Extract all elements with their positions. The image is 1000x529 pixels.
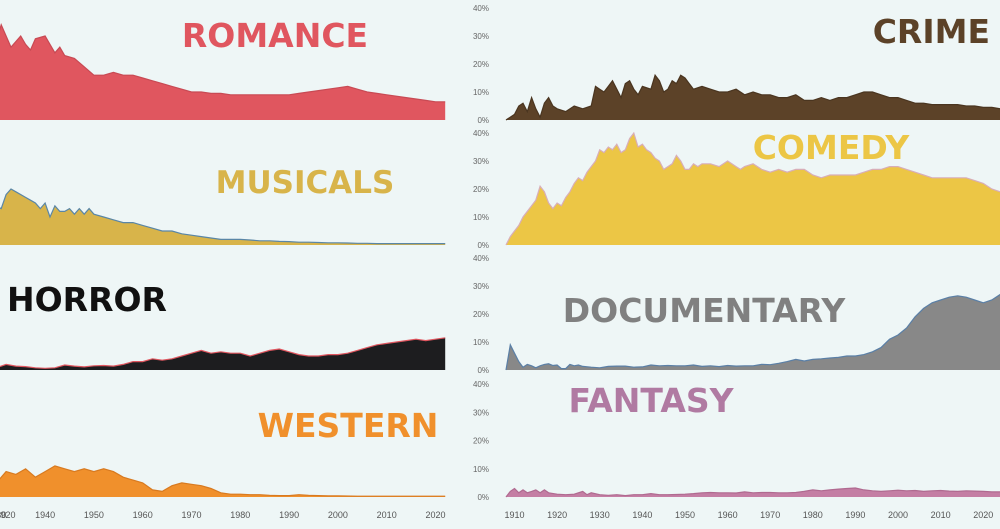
- musicals-title: MUSICALS: [216, 165, 395, 201]
- x-tick-label-left: 2020: [425, 510, 445, 520]
- fantasy-y-axis: 40% 30% 20% 10% 0%: [473, 380, 489, 502]
- documentary-area: [506, 294, 1000, 370]
- y-tick-label: 0%: [477, 366, 489, 375]
- comedy-title: COMEDY: [753, 128, 911, 167]
- panel-horror: [0, 337, 446, 370]
- x-tick-label-right: 2020: [973, 510, 993, 520]
- comedy-y-axis: 40% 30% 20% 10% 0%: [473, 129, 489, 250]
- x-tick-label-right: 1940: [632, 510, 652, 520]
- x-tick-label-right: 1970: [760, 510, 780, 520]
- y-tick-label: 0%: [477, 116, 489, 125]
- crime-area: [506, 75, 1000, 120]
- fantasy-line: [505, 487, 1000, 498]
- x-tick-label-left: 2000: [328, 510, 348, 520]
- x-tick-label-right: 2010: [931, 510, 951, 520]
- documentary-title: DOCUMENTARY: [563, 291, 847, 330]
- documentary-line: [505, 293, 1000, 371]
- x-tick-label-right: 1990: [845, 510, 865, 520]
- panel-crime: [505, 73, 1000, 121]
- crime-y-axis: 40% 30% 20% 10% 0%: [473, 4, 489, 125]
- y-tick-label: 0%: [477, 493, 489, 502]
- panel-musicals: [0, 188, 446, 245]
- panel-romance: [0, 23, 446, 120]
- y-tick-label: 10%: [473, 465, 489, 474]
- comedy-line: [505, 131, 1000, 246]
- x-tick-label-right: 1960: [718, 510, 738, 520]
- romance-title: ROMANCE: [182, 16, 368, 55]
- x-tick-label-left: 1990: [279, 510, 299, 520]
- crime-line: [505, 73, 1000, 121]
- x-tick-label-right: 1950: [675, 510, 695, 520]
- musicals-line: [0, 188, 446, 245]
- y-tick-label: 40%: [473, 129, 489, 138]
- y-tick-label: 10%: [473, 88, 489, 97]
- y-tick-label: 40%: [473, 4, 489, 13]
- x-axis-layer: 9201930194019501960197019801990200020102…: [0, 510, 993, 520]
- y-tick-label: 30%: [473, 408, 489, 417]
- y-tick-label: 0%: [477, 241, 489, 250]
- y-tick-label: 40%: [473, 380, 489, 389]
- x-tick-label-left: 1980: [230, 510, 250, 520]
- x-tick-label-right: 2000: [888, 510, 908, 520]
- x-tick-label-right: 1930: [590, 510, 610, 520]
- x-tick-label-left: 1950: [84, 510, 104, 520]
- x-tick-label-right: 1920: [547, 510, 567, 520]
- panels-layer: ROMANCE 40% 30% 20% 10% 0% CRIME MUSICALS 40% 30%…: [0, 4, 1000, 502]
- horror-line: [0, 337, 446, 369]
- x-tick-label-right: 1910: [504, 510, 524, 520]
- panel-western: [0, 465, 446, 497]
- panel-comedy: [505, 131, 1000, 246]
- y-tick-label: 20%: [473, 310, 489, 319]
- y-tick-label: 40%: [473, 254, 489, 263]
- documentary-y-axis: 40% 30% 20% 10% 0%: [473, 254, 489, 375]
- y-tick-label: 30%: [473, 157, 489, 166]
- y-tick-label: 30%: [473, 282, 489, 291]
- x-tick-label-right: 1980: [803, 510, 823, 520]
- y-tick-label: 20%: [473, 60, 489, 69]
- x-tick-label-left: 1940: [35, 510, 55, 520]
- y-tick-label: 10%: [473, 338, 489, 347]
- romance-line: [0, 23, 446, 103]
- fantasy-title: FANTASY: [568, 381, 734, 420]
- x-tick-label-left: 2010: [377, 510, 397, 520]
- crime-title: CRIME: [873, 12, 990, 51]
- comedy-area: [506, 133, 1000, 245]
- x-tick-label-left: 1930: [0, 510, 6, 520]
- x-tick-label-left: 1970: [181, 510, 201, 520]
- western-line: [0, 465, 446, 497]
- musicals-area: [0, 189, 446, 245]
- romance-area: [0, 24, 446, 120]
- western-title: WESTERN: [258, 406, 439, 445]
- horror-title: HORROR: [7, 280, 167, 319]
- western-area: [0, 465, 446, 497]
- y-tick-label: 10%: [473, 213, 489, 222]
- x-tick-label-left: 1960: [133, 510, 153, 520]
- y-tick-label: 20%: [473, 185, 489, 194]
- x-tick-label-left: 920: [0, 510, 15, 520]
- horror-area: [0, 337, 446, 370]
- y-tick-label: 20%: [473, 437, 489, 446]
- panel-documentary: [505, 293, 1000, 371]
- fantasy-area: [506, 488, 1000, 497]
- y-tick-label: 30%: [473, 32, 489, 41]
- panel-fantasy: [505, 487, 1000, 498]
